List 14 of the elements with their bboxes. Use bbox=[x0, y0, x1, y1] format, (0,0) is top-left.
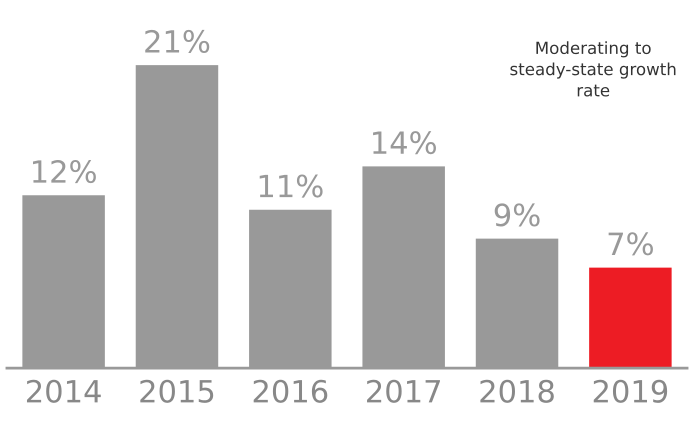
data-label: 9% bbox=[494, 203, 540, 226]
annotation: Moderating to steady-state growth rate bbox=[510, 41, 676, 97]
data-label: 12% bbox=[33, 160, 96, 184]
x-tick-label: 2017 bbox=[367, 380, 440, 403]
data-label: 7% bbox=[608, 232, 653, 256]
x-tick-label: 2015 bbox=[140, 380, 214, 403]
x-tick-label: 2014 bbox=[26, 380, 101, 403]
x-tick-label: 2016 bbox=[254, 380, 328, 403]
bar bbox=[588, 266, 674, 368]
data-label: 21% bbox=[145, 30, 210, 53]
x-tick-label: 2019 bbox=[594, 380, 668, 403]
data-label: 11% bbox=[260, 174, 323, 198]
x-tick-label: 2018 bbox=[480, 380, 554, 403]
data-label: 14% bbox=[373, 131, 436, 154]
